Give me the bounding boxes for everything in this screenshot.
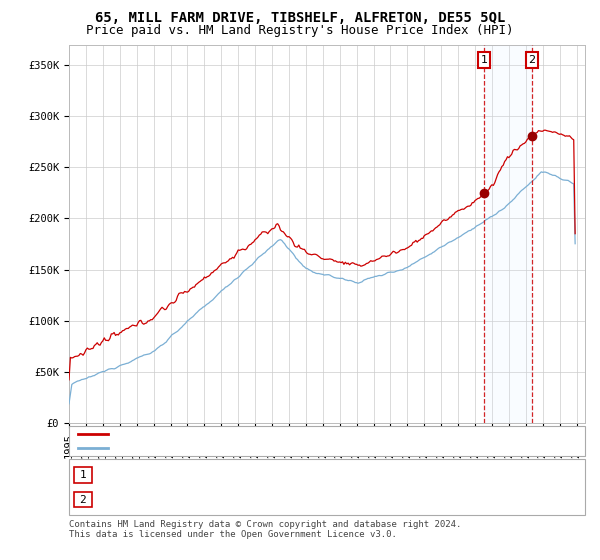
Text: 12-JUL-2019: 12-JUL-2019	[102, 470, 176, 480]
Text: 23% ↑ HPI: 23% ↑ HPI	[381, 470, 442, 480]
Text: 1: 1	[79, 470, 86, 480]
Text: Price paid vs. HM Land Registry's House Price Index (HPI): Price paid vs. HM Land Registry's House …	[86, 24, 514, 36]
Text: 2: 2	[79, 494, 86, 505]
Text: £281,000: £281,000	[249, 494, 303, 505]
Text: 1: 1	[481, 55, 487, 65]
Text: 65, MILL FARM DRIVE, TIBSHELF, ALFRETON, DE55 5QL: 65, MILL FARM DRIVE, TIBSHELF, ALFRETON,…	[95, 11, 505, 25]
Bar	[484, 45, 532, 423]
Text: HPI: Average price, detached house, Bolsover: HPI: Average price, detached house, Bols…	[114, 443, 389, 453]
Text: 2: 2	[529, 55, 535, 65]
Text: Contains HM Land Registry data © Crown copyright and database right 2024.
This d: Contains HM Land Registry data © Crown c…	[69, 520, 461, 539]
Text: £225,000: £225,000	[249, 470, 303, 480]
Text: 05-MAY-2022: 05-MAY-2022	[102, 494, 176, 505]
Text: 65, MILL FARM DRIVE, TIBSHELF, ALFRETON, DE55 5QL (detached house): 65, MILL FARM DRIVE, TIBSHELF, ALFRETON,…	[114, 429, 527, 439]
Text: 18% ↑ HPI: 18% ↑ HPI	[381, 494, 442, 505]
